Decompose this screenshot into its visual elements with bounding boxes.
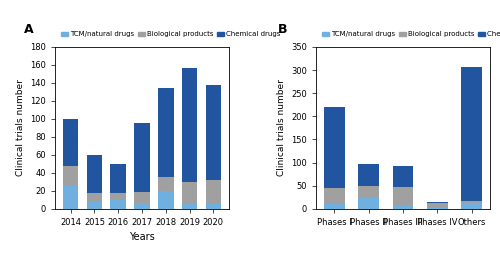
Bar <box>206 180 221 204</box>
Y-axis label: Clinical trials number: Clinical trials number <box>16 79 24 176</box>
Bar <box>462 67 482 201</box>
Bar <box>86 193 102 201</box>
Bar <box>86 155 102 193</box>
Bar <box>158 191 174 209</box>
Bar <box>134 192 150 203</box>
Bar <box>427 203 448 208</box>
Bar <box>427 208 448 209</box>
Text: A: A <box>24 23 34 36</box>
Bar <box>110 193 126 200</box>
Bar <box>63 119 78 166</box>
Bar <box>427 202 448 203</box>
Bar <box>182 204 198 209</box>
Bar <box>324 204 344 209</box>
Text: B: B <box>278 23 287 36</box>
Bar <box>158 177 174 191</box>
Bar <box>358 186 379 197</box>
X-axis label: Years: Years <box>129 232 155 242</box>
Bar <box>392 166 413 187</box>
Bar <box>110 200 126 209</box>
Bar <box>182 182 198 204</box>
Bar <box>462 203 482 209</box>
Bar <box>206 85 221 180</box>
Bar <box>110 164 126 193</box>
Bar <box>134 203 150 209</box>
Legend: TCM/natural drugs, Biological products, Chemical drugs: TCM/natural drugs, Biological products, … <box>58 29 283 40</box>
Bar <box>358 197 379 209</box>
Bar <box>324 107 344 188</box>
Bar <box>358 164 379 186</box>
Bar <box>206 204 221 209</box>
Bar <box>392 187 413 206</box>
Bar <box>462 201 482 203</box>
Bar <box>324 188 344 204</box>
Bar <box>392 206 413 209</box>
Legend: TCM/natural drugs, Biological products, Chemical drugs: TCM/natural drugs, Biological products, … <box>320 29 500 40</box>
Bar <box>182 68 198 182</box>
Bar <box>86 201 102 209</box>
Bar <box>63 186 78 209</box>
Y-axis label: Clinical trials number: Clinical trials number <box>276 79 285 176</box>
Bar <box>134 123 150 192</box>
Bar <box>63 166 78 186</box>
Bar <box>158 88 174 177</box>
